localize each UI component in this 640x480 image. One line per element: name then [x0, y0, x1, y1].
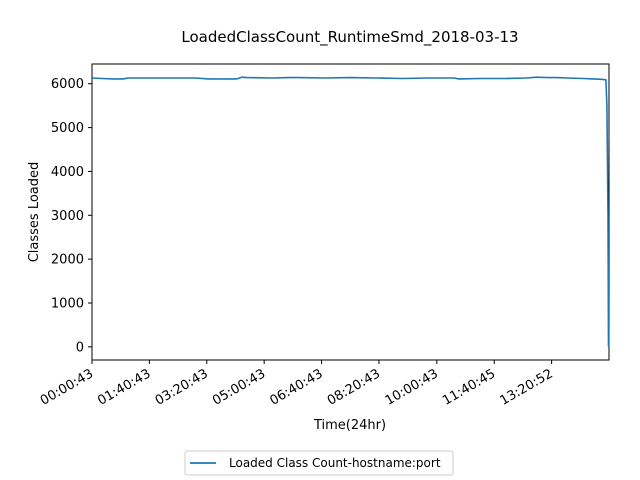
y-tick-label: 6000	[51, 77, 84, 92]
x-axis-label: Time(24hr)	[313, 418, 386, 433]
legend: Loaded Class Count-hostname:port	[184, 450, 454, 476]
y-tick-label: 2000	[51, 253, 84, 268]
x-tick-label: 11:40:45	[440, 366, 498, 408]
x-tick-label: 00:00:43	[38, 366, 96, 408]
x-tick-label: 05:00:43	[210, 366, 268, 408]
chart-title: LoadedClassCount_RuntimeSmd_2018-03-13	[181, 28, 518, 47]
y-tick-label: 3000	[51, 209, 84, 224]
plot-frame	[91, 63, 610, 361]
legend-frame	[184, 450, 454, 476]
y-tick-label: 0	[76, 340, 84, 355]
legend-label: Loaded Class Count-hostname:port	[229, 456, 441, 470]
x-tick-label: 08:20:43	[325, 366, 383, 408]
y-tick-label: 4000	[51, 165, 84, 180]
x-tick-label: 03:20:43	[153, 366, 211, 408]
y-axis-label: Classes Loaded	[27, 162, 42, 263]
y-tick-label: 5000	[51, 121, 84, 136]
plot-area: 0 1000 2000 3000 4000 5000 6000 00:00:43 01:40:4…	[38, 63, 610, 409]
series-line	[91, 76, 610, 347]
x-tick-label: 10:00:43	[383, 366, 441, 408]
y-tick-label: 1000	[51, 296, 84, 311]
x-tick-label: 01:40:43	[95, 366, 153, 408]
x-tick-label: 13:20:52	[498, 366, 556, 408]
x-tick-label: 06:40:43	[267, 366, 325, 408]
